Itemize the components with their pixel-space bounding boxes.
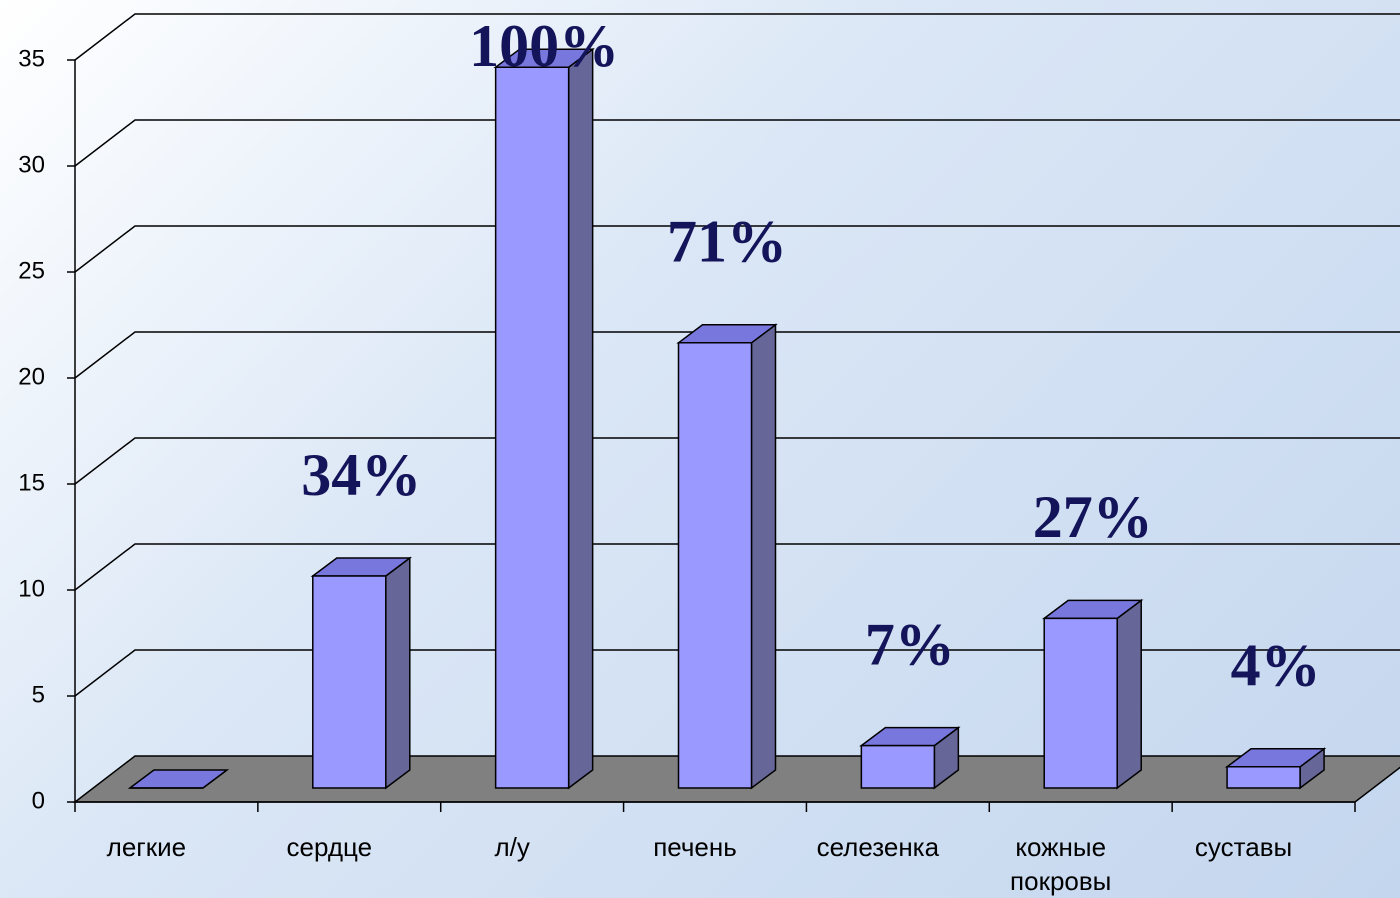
grid-line xyxy=(74,225,1400,273)
bar xyxy=(1041,598,1144,790)
grid-line xyxy=(74,649,1400,697)
grid-line xyxy=(74,543,1400,591)
y-tick-label: 20 xyxy=(18,363,45,390)
bar xyxy=(493,47,595,790)
bar xyxy=(127,769,230,789)
grid-line xyxy=(74,13,1400,61)
bar xyxy=(859,726,961,790)
y-tick-label: 5 xyxy=(32,681,45,708)
x-tick-label: сердце xyxy=(286,832,373,862)
x-tick-label: легкие xyxy=(106,832,187,862)
annotation: 71% xyxy=(667,209,787,275)
x-tick-label: л/у xyxy=(494,832,530,862)
y-tick-label: 30 xyxy=(18,151,45,178)
x-tick-label: суставы xyxy=(1194,832,1293,862)
bar xyxy=(676,323,778,790)
annotation: 27% xyxy=(1033,484,1153,550)
bar xyxy=(1224,747,1327,790)
x-tick-label: печень xyxy=(653,832,737,862)
y-tick-label: 25 xyxy=(18,257,45,284)
grid-line xyxy=(74,119,1400,167)
grid-line xyxy=(74,437,1400,485)
x-tick-label: кожные покровы xyxy=(1010,832,1112,896)
x-tick-label: селезенка xyxy=(816,832,940,862)
y-tick-label: 0 xyxy=(32,787,45,814)
y-tick-label: 10 xyxy=(18,575,45,602)
bar xyxy=(310,556,413,790)
annotation: 34% xyxy=(301,442,421,508)
y-tick-label: 15 xyxy=(18,469,45,496)
y-tick-label: 35 xyxy=(18,45,45,72)
annotation: 4% xyxy=(1231,633,1321,699)
annotation: 100% xyxy=(469,13,619,79)
grid-line xyxy=(74,331,1400,379)
annotation: 7% xyxy=(865,611,955,677)
